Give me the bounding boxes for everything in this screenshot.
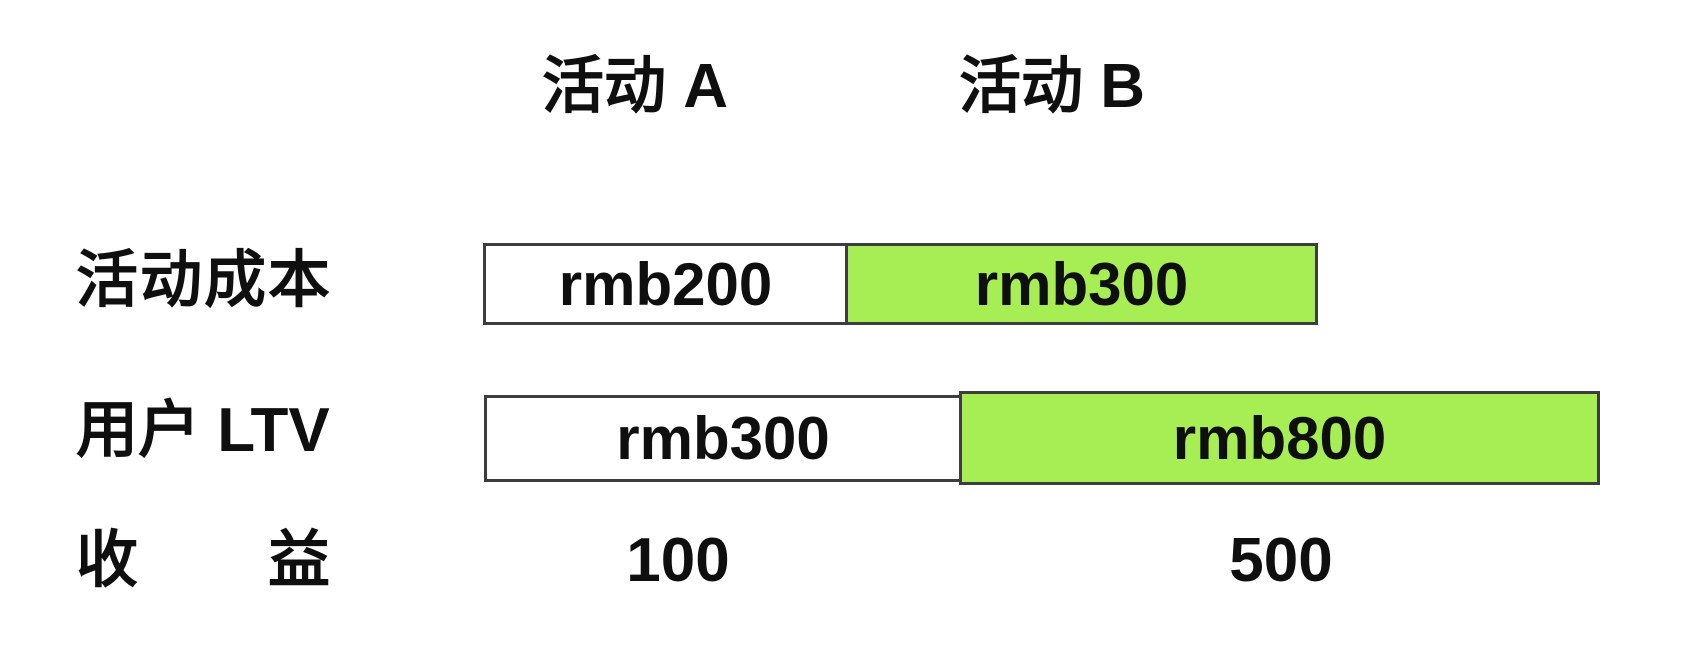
bar-ltv-activity-b: rmb800 [959,391,1600,485]
row-label-user-ltv: 用户 LTV [76,396,330,465]
bar-cost-activity-b-value: rmb300 [974,250,1189,318]
bar-ltv-activity-b-value: rmb800 [1172,404,1387,472]
profit-value-activity-b: 500 [1229,526,1333,595]
profit-value-activity-a: 100 [626,526,730,595]
profit-label-char-yi: 益 [267,526,330,595]
profit-label-char-shou: 收 [76,526,139,595]
bar-cost-activity-a: rmb200 [483,243,848,325]
row-label-activity-cost: 活动成本 [76,246,333,315]
column-header-activity-a: 活动 A [541,52,728,121]
bar-cost-activity-b: rmb300 [845,243,1318,325]
bar-ltv-activity-a: rmb300 [484,395,962,482]
row-label-profit: 收 益 [76,526,330,596]
bar-cost-activity-a-value: rmb200 [558,250,773,318]
bar-ltv-activity-a-value: rmb300 [616,405,830,472]
column-header-activity-b: 活动 B [958,52,1145,121]
